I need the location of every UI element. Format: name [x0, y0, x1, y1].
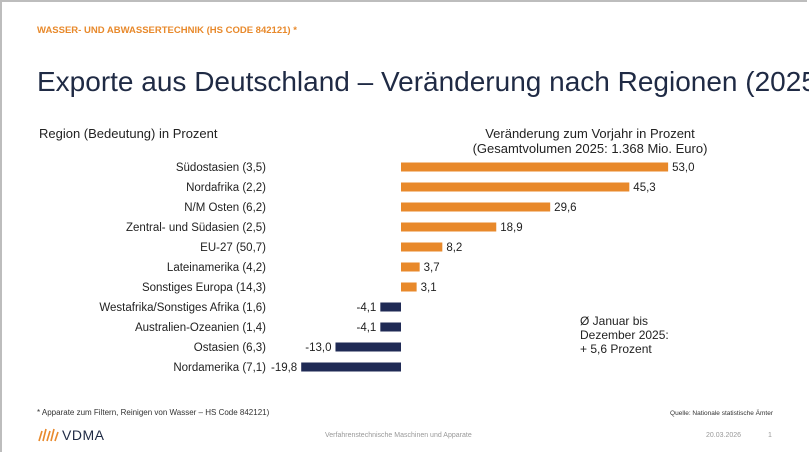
value-label: 3,7 [424, 262, 440, 274]
value-label: 45,3 [633, 182, 655, 194]
value-header: Veränderung zum Vorjahr in Prozent (Gesa… [440, 126, 740, 156]
source-note: Quelle: Nationale statistische Ämter [670, 410, 773, 417]
bar [401, 282, 417, 292]
category-label: Sonstiges Europa (14,3) [142, 282, 266, 294]
category-label: EU-27 (50,7) [200, 242, 266, 254]
value-label: 18,9 [500, 222, 522, 234]
bar [301, 362, 401, 372]
category-label: Lateinamerika (4,2) [167, 262, 266, 274]
logo-mark-icon [38, 428, 59, 442]
annotation-line: + 5,6 Prozent [580, 342, 652, 356]
category-label: Westafrika/Sonstiges Afrika (1,6) [99, 302, 266, 314]
bar [380, 322, 401, 332]
bar [401, 242, 443, 252]
value-label: 29,6 [554, 202, 576, 214]
average-annotation: Ø Januar bis Dezember 2025: + 5,6 Prozen… [580, 314, 669, 356]
value-label: -4,1 [357, 322, 377, 334]
value-label: -19,8 [271, 362, 297, 374]
slide-kicker: WASSER- UND ABWASSERTECHNIK (HS CODE 842… [37, 25, 297, 36]
footer-date: 20.03.2026 [706, 432, 742, 439]
value-header-line1: Veränderung zum Vorjahr in Prozent [485, 126, 695, 141]
category-label: N/M Osten (6,2) [184, 202, 266, 214]
value-label: 53,0 [672, 162, 694, 174]
page-number: 1 [768, 432, 772, 439]
footnote: * Apparate zum Filtern, Reinigen von Was… [37, 408, 270, 417]
category-label: Südostasien (3,5) [176, 162, 266, 174]
category-label: Nordamerika (7,1) [173, 362, 266, 374]
category-header: Region (Bedeutung) in Prozent [39, 126, 218, 141]
category-label: Ostasien (6,3) [194, 342, 266, 354]
slide-title: Exporte aus Deutschland – Veränderung na… [37, 66, 809, 97]
bar [380, 302, 401, 312]
value-label: 8,2 [446, 242, 462, 254]
category-label: Nordafrika (2,2) [186, 182, 266, 194]
vdma-logo: VDMA [37, 427, 104, 443]
bar [401, 182, 630, 192]
footer-center-text: Verfahrenstechnische Maschinen und Appar… [325, 432, 472, 439]
annotation-line: Ø Januar bis [580, 314, 649, 328]
logo-text: VDMA [62, 427, 105, 443]
annotation-line: Dezember 2025: [580, 328, 669, 342]
bar [401, 262, 420, 272]
bar [401, 222, 497, 232]
category-label: Australien-Ozeanien (1,4) [135, 322, 266, 334]
value-label: -4,1 [357, 302, 377, 314]
value-header-line2: (Gesamtvolumen 2025: 1.368 Mio. Euro) [472, 141, 708, 156]
bar [401, 202, 551, 212]
bar [401, 162, 669, 172]
bar [335, 342, 401, 352]
value-label: 3,1 [421, 282, 437, 294]
category-label: Zentral- und Südasien (2,5) [126, 222, 266, 234]
value-label: -13,0 [305, 342, 331, 354]
